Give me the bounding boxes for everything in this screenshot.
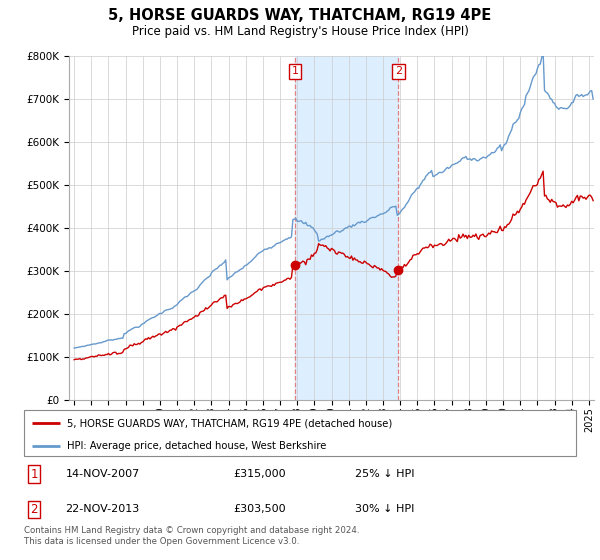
Text: 30% ↓ HPI: 30% ↓ HPI: [355, 505, 415, 515]
Text: 5, HORSE GUARDS WAY, THATCHAM, RG19 4PE (detached house): 5, HORSE GUARDS WAY, THATCHAM, RG19 4PE …: [67, 418, 392, 428]
Text: 2: 2: [395, 66, 402, 76]
Text: 1: 1: [31, 468, 38, 480]
Text: 14-NOV-2007: 14-NOV-2007: [65, 469, 140, 479]
Text: Price paid vs. HM Land Registry's House Price Index (HPI): Price paid vs. HM Land Registry's House …: [131, 25, 469, 38]
Text: £303,500: £303,500: [234, 505, 286, 515]
Text: HPI: Average price, detached house, West Berkshire: HPI: Average price, detached house, West…: [67, 441, 326, 451]
Text: 22-NOV-2013: 22-NOV-2013: [65, 505, 140, 515]
Text: Contains HM Land Registry data © Crown copyright and database right 2024.
This d: Contains HM Land Registry data © Crown c…: [24, 526, 359, 546]
Text: 5, HORSE GUARDS WAY, THATCHAM, RG19 4PE: 5, HORSE GUARDS WAY, THATCHAM, RG19 4PE: [109, 8, 491, 24]
Text: 1: 1: [292, 66, 298, 76]
Text: 2: 2: [31, 503, 38, 516]
Text: £315,000: £315,000: [234, 469, 286, 479]
Bar: [295, 56, 398, 400]
Text: 25% ↓ HPI: 25% ↓ HPI: [355, 469, 415, 479]
FancyBboxPatch shape: [24, 410, 576, 456]
